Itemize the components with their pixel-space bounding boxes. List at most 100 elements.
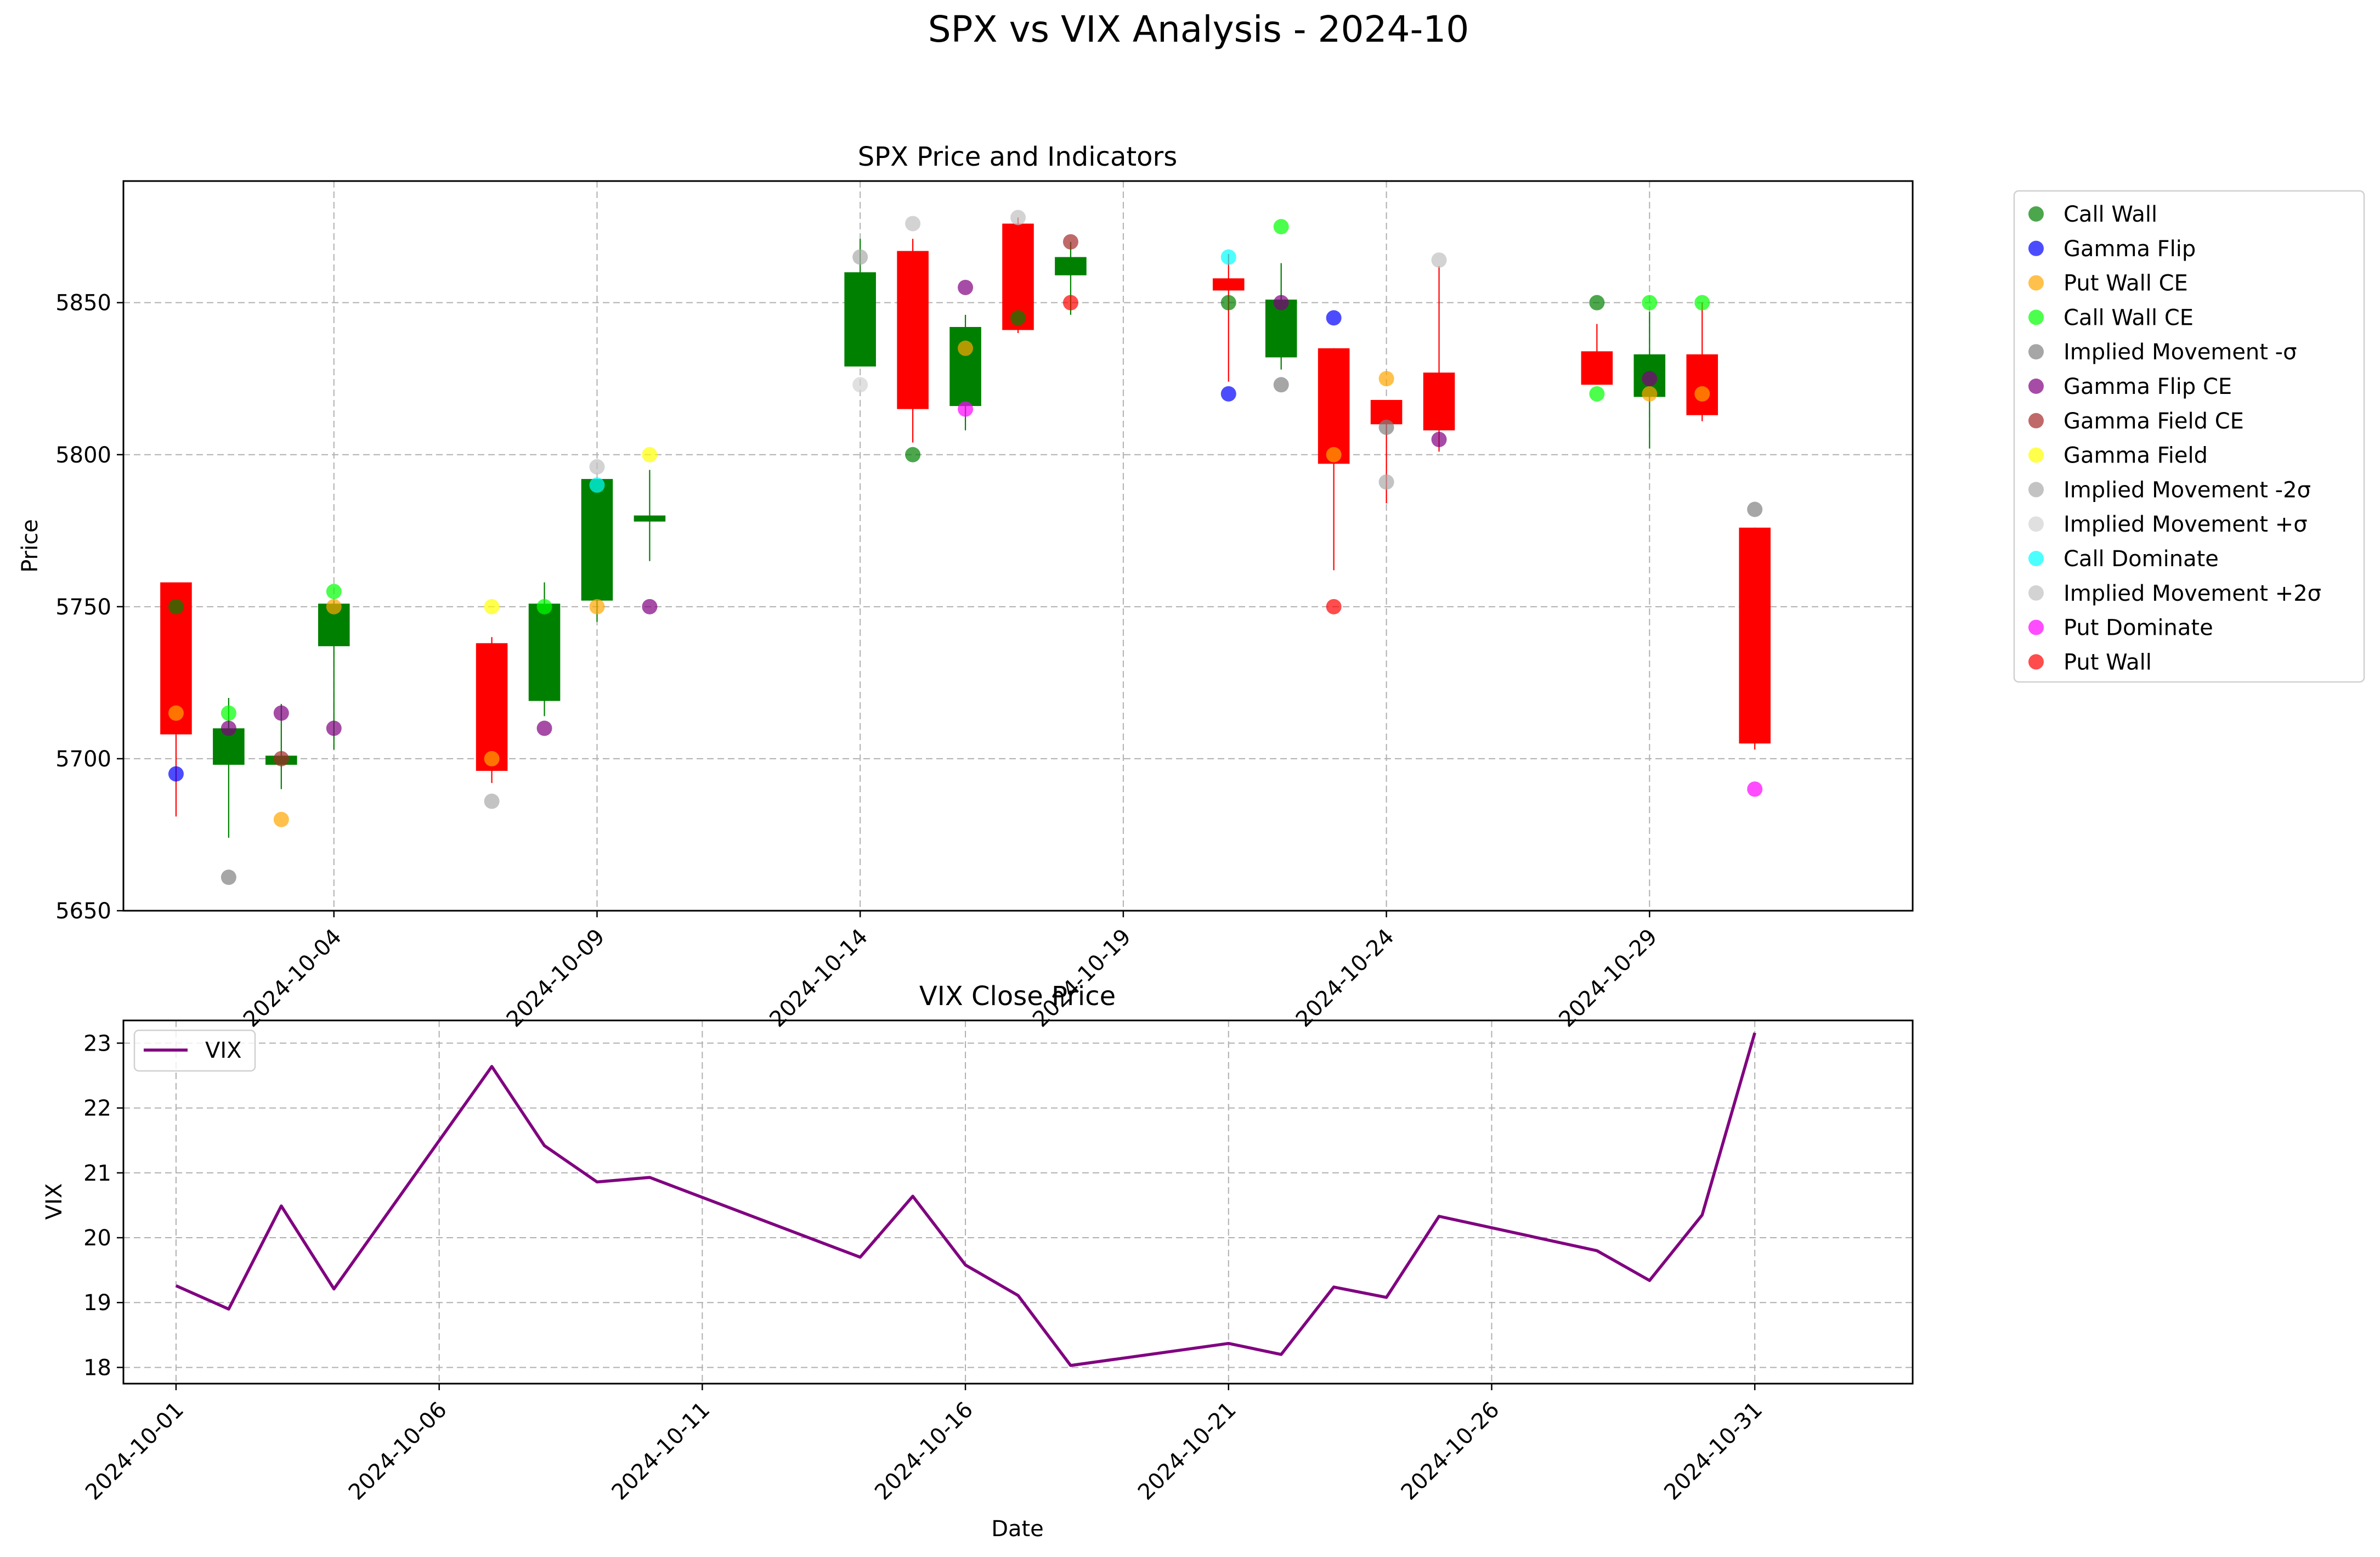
spx-indicator-marker bbox=[1378, 419, 1394, 435]
spx-indicator-marker bbox=[589, 459, 605, 475]
spx-candle-body bbox=[476, 643, 508, 771]
vix-y-tick-label: 20 bbox=[83, 1226, 111, 1251]
spx-y-axis-label: Price bbox=[18, 519, 43, 573]
spx-indicator-marker bbox=[1589, 295, 1605, 311]
spx-indicator-marker bbox=[221, 720, 236, 736]
vix-y-tick-label: 18 bbox=[83, 1355, 111, 1380]
spx-candles bbox=[160, 217, 1771, 838]
spx-candle-body bbox=[1423, 373, 1455, 431]
spx-candle-body bbox=[1055, 257, 1087, 275]
spx-legend-marker bbox=[2028, 206, 2044, 222]
spx-indicator-marker bbox=[1378, 474, 1394, 490]
spx-indicator-marker bbox=[168, 766, 184, 782]
spx-indicator-marker bbox=[958, 401, 974, 417]
figure-title: SPX vs VIX Analysis - 2024-10 bbox=[928, 8, 1469, 50]
spx-indicator-marker bbox=[536, 599, 552, 614]
spx-legend-marker bbox=[2028, 654, 2044, 670]
spx-indicator-marker bbox=[326, 599, 342, 614]
spx-legend-label: Implied Movement -σ bbox=[2064, 340, 2297, 365]
vix-legend-label: VIX bbox=[205, 1038, 242, 1063]
spx-candle-body bbox=[897, 251, 929, 409]
spx-indicator-marker bbox=[168, 705, 184, 721]
spx-legend-label: Implied Movement +2σ bbox=[2064, 581, 2321, 606]
spx-y-tick-label: 5650 bbox=[55, 899, 111, 924]
spx-indicator-marker bbox=[589, 477, 605, 493]
vix-legend: VIX bbox=[133, 1029, 256, 1072]
spx-legend-label: Put Wall CE bbox=[2064, 271, 2188, 296]
spx-candle-body bbox=[1581, 351, 1613, 385]
spx-legend-marker bbox=[2028, 240, 2044, 256]
spx-candle-body bbox=[844, 272, 876, 367]
spx-indicator-marker bbox=[1589, 386, 1605, 402]
spx-indicator-marker bbox=[1326, 599, 1342, 614]
spx-indicator-marker bbox=[1220, 386, 1236, 402]
spx-indicator-marker bbox=[1326, 447, 1342, 462]
spx-legend-label: Gamma Flip bbox=[2064, 236, 2196, 262]
spx-indicator-marker bbox=[1062, 234, 1078, 250]
spx-legend-marker bbox=[2028, 482, 2044, 498]
spx-indicator-marker bbox=[852, 377, 868, 393]
spx-legend-marker bbox=[2028, 379, 2044, 394]
spx-indicator-marker bbox=[484, 751, 500, 766]
spx-legend-label: Call Wall CE bbox=[2064, 305, 2194, 330]
spx-indicator-marker bbox=[1062, 295, 1078, 311]
spx-legend-box bbox=[2013, 190, 2365, 683]
spx-y-ticks: 5650 5700 5750 5800 5850 bbox=[55, 291, 123, 924]
spx-indicator-marker bbox=[852, 249, 868, 265]
spx-indicator-marker bbox=[168, 599, 184, 614]
spx-panel-title: SPX Price and Indicators bbox=[858, 142, 1178, 172]
vix-y-tick-label: 19 bbox=[83, 1290, 111, 1316]
spx-indicator-marker bbox=[484, 793, 500, 809]
spx-indicator-marker bbox=[1642, 386, 1658, 402]
spx-indicator-marker bbox=[221, 870, 236, 885]
spx-y-tick-label: 5750 bbox=[55, 595, 111, 620]
spx-indicator-marker bbox=[221, 705, 236, 721]
spx-indicator-marker bbox=[273, 705, 289, 721]
spx-indicator-marker bbox=[1220, 249, 1236, 265]
spx-candle-body bbox=[1212, 278, 1245, 291]
spx-legend-marker bbox=[2028, 619, 2044, 635]
spx-indicator-marker bbox=[1642, 371, 1658, 387]
spx-legend-marker bbox=[2028, 551, 2044, 566]
spx-indicator-marker bbox=[589, 599, 605, 614]
spx-legend-marker bbox=[2028, 516, 2044, 532]
spx-y-tick-label: 5800 bbox=[55, 443, 111, 468]
spx-indicator-marker bbox=[642, 599, 658, 614]
spx-legend-marker bbox=[2028, 413, 2044, 428]
spx-indicator-marker bbox=[273, 751, 289, 766]
vix-y-tick-label: 22 bbox=[83, 1096, 111, 1121]
spx-legend-label: Gamma Field bbox=[2064, 443, 2208, 469]
spx-y-tick-label: 5700 bbox=[55, 747, 111, 772]
spx-legend-label: Call Dominate bbox=[2064, 546, 2219, 572]
spx-legend-label: Put Dominate bbox=[2064, 616, 2213, 641]
spx-legend: Call Wall Gamma Flip Put Wall CE Call Wall … bbox=[2013, 190, 2365, 683]
spx-indicator-marker bbox=[1326, 310, 1342, 326]
spx-candle-body bbox=[581, 479, 613, 601]
spx-legend-marker bbox=[2028, 309, 2044, 325]
spx-indicator-marker bbox=[642, 447, 658, 462]
spx-legend-label: Put Wall bbox=[2064, 650, 2152, 675]
spx-legend-marker bbox=[2028, 447, 2044, 463]
spx-candle-body bbox=[949, 327, 981, 407]
spx-indicator-marker bbox=[1747, 781, 1763, 797]
spx-indicator-marker bbox=[958, 340, 974, 356]
spx-legend-label: Gamma Field CE bbox=[2064, 409, 2244, 434]
spx-legend-label: Call Wall bbox=[2064, 202, 2157, 227]
spx-indicator-marker bbox=[1431, 252, 1447, 268]
spx-grid bbox=[123, 181, 1913, 911]
spx-candle-body bbox=[528, 603, 561, 701]
spx-indicator-marker bbox=[905, 447, 921, 462]
vix-y-ticks: 18 19 20 21 22 23 bbox=[83, 1031, 123, 1380]
spx-indicator-marker bbox=[1273, 295, 1289, 311]
spx-indicator-marker bbox=[1010, 310, 1026, 326]
spx-indicator-marker bbox=[1694, 295, 1710, 311]
spx-indicator-marker bbox=[1273, 377, 1289, 393]
spx-indicator-markers bbox=[168, 210, 1763, 885]
spx-candle-body bbox=[634, 515, 666, 522]
spx-indicator-marker bbox=[273, 811, 289, 827]
spx-indicator-marker bbox=[1010, 210, 1026, 225]
spx-y-tick-label: 5850 bbox=[55, 291, 111, 316]
spx-legend-marker bbox=[2028, 344, 2044, 360]
